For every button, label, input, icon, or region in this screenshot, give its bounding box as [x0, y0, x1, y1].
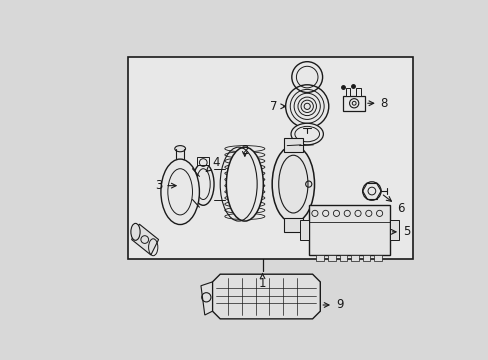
Bar: [284, 218, 302, 232]
Ellipse shape: [224, 170, 264, 176]
Text: 4: 4: [206, 156, 220, 171]
Polygon shape: [201, 282, 212, 315]
Ellipse shape: [131, 223, 140, 240]
Text: 8: 8: [367, 97, 387, 110]
Ellipse shape: [224, 207, 264, 213]
Bar: [284, 138, 302, 152]
Ellipse shape: [192, 163, 214, 205]
Text: 3: 3: [155, 179, 176, 192]
Text: 1: 1: [258, 274, 266, 290]
Ellipse shape: [161, 159, 199, 225]
Bar: [197, 157, 209, 165]
Bar: [389, 220, 398, 239]
Text: 2: 2: [241, 144, 248, 157]
Bar: [308, 205, 389, 255]
Ellipse shape: [224, 164, 264, 170]
Text: 7: 7: [270, 100, 285, 113]
Ellipse shape: [224, 152, 264, 158]
Text: 5: 5: [390, 225, 409, 238]
Ellipse shape: [224, 195, 264, 201]
Ellipse shape: [224, 189, 264, 195]
Bar: [327, 255, 335, 261]
Bar: [339, 255, 346, 261]
Bar: [316, 255, 324, 261]
Bar: [350, 255, 358, 261]
Text: 9: 9: [323, 298, 343, 311]
Ellipse shape: [226, 147, 263, 221]
Bar: [345, 88, 349, 95]
Text: 6: 6: [383, 195, 404, 215]
Ellipse shape: [224, 183, 264, 189]
Ellipse shape: [224, 201, 264, 207]
Bar: [362, 255, 369, 261]
Ellipse shape: [224, 158, 264, 164]
Ellipse shape: [272, 145, 314, 222]
Ellipse shape: [224, 213, 264, 220]
Ellipse shape: [174, 145, 185, 152]
Bar: [343, 95, 364, 111]
Ellipse shape: [224, 176, 264, 183]
Ellipse shape: [290, 123, 323, 145]
Bar: [356, 88, 360, 95]
Bar: [127, 57, 412, 259]
Ellipse shape: [224, 145, 264, 152]
Polygon shape: [212, 274, 320, 319]
Polygon shape: [131, 224, 158, 255]
Bar: [373, 255, 381, 261]
Bar: [299, 220, 308, 239]
